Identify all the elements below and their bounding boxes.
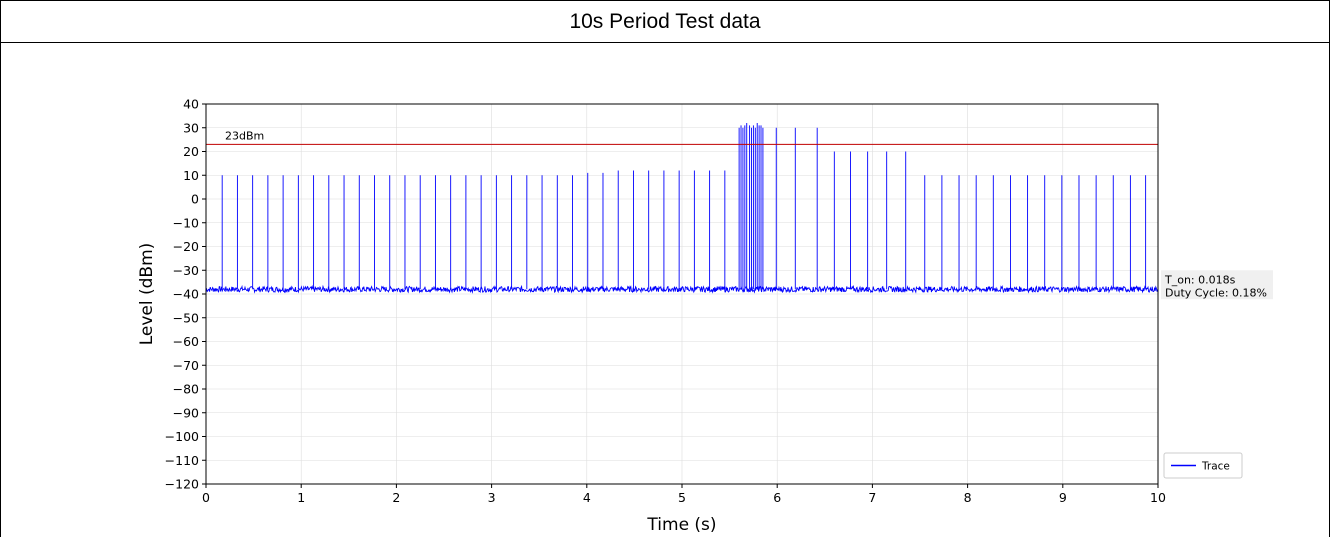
y-tick-label: 30 [183, 120, 199, 135]
duty-cycle-annotation: Duty Cycle: 0.18% [1165, 286, 1267, 299]
t-on-annotation: T_on: 0.018s [1164, 273, 1236, 286]
x-tick-label: 1 [297, 490, 305, 505]
x-tick-label: 3 [488, 490, 496, 505]
x-tick-label: 9 [1059, 490, 1067, 505]
y-axis-label: Level (dBm) [137, 243, 157, 346]
x-tick-label: 5 [678, 490, 686, 505]
y-tick-label: −90 [173, 405, 199, 420]
annotation-box [1161, 270, 1273, 300]
y-tick-label: 0 [191, 192, 199, 207]
y-tick-label: −50 [173, 310, 199, 325]
x-tick-label: 4 [583, 490, 591, 505]
axis-ticks: 403020100−10−20−30−40−50−60−70−80−90−100… [165, 97, 1166, 506]
x-tick-label: 7 [868, 490, 876, 505]
page-title: 10s Period Test data [569, 9, 761, 33]
x-tick-label: 2 [392, 490, 400, 505]
y-tick-label: −80 [173, 382, 199, 397]
x-tick-label: 6 [773, 490, 781, 505]
legend-box [1163, 452, 1243, 479]
y-tick-label: −40 [173, 287, 199, 302]
reference-line-label: 23dBm [225, 129, 264, 142]
y-tick-label: −60 [173, 334, 199, 349]
x-tick-label: 0 [202, 490, 210, 505]
y-tick-label: 10 [183, 168, 199, 183]
grid [205, 103, 1159, 485]
y-tick-label: −10 [173, 215, 199, 230]
y-tick-label: −110 [165, 453, 199, 468]
y-tick-label: −100 [165, 429, 199, 444]
x-tick-label: 8 [964, 490, 972, 505]
plot-area [205, 123, 1159, 294]
trace-noise-floor [205, 284, 1159, 294]
legend-label-trace: Trace [1201, 461, 1230, 473]
y-tick-label: 40 [183, 97, 199, 112]
title-bar: 10s Period Test data [1, 1, 1329, 43]
x-tick-label: 10 [1150, 490, 1166, 505]
legend: Trace [1163, 452, 1243, 479]
y-tick-label: −20 [173, 239, 199, 254]
y-tick-label: −70 [173, 358, 199, 373]
y-tick-label: −120 [165, 477, 199, 492]
y-tick-label: 20 [183, 144, 199, 159]
y-tick-label: −30 [173, 263, 199, 278]
x-axis-label: Time (s) [646, 515, 716, 535]
